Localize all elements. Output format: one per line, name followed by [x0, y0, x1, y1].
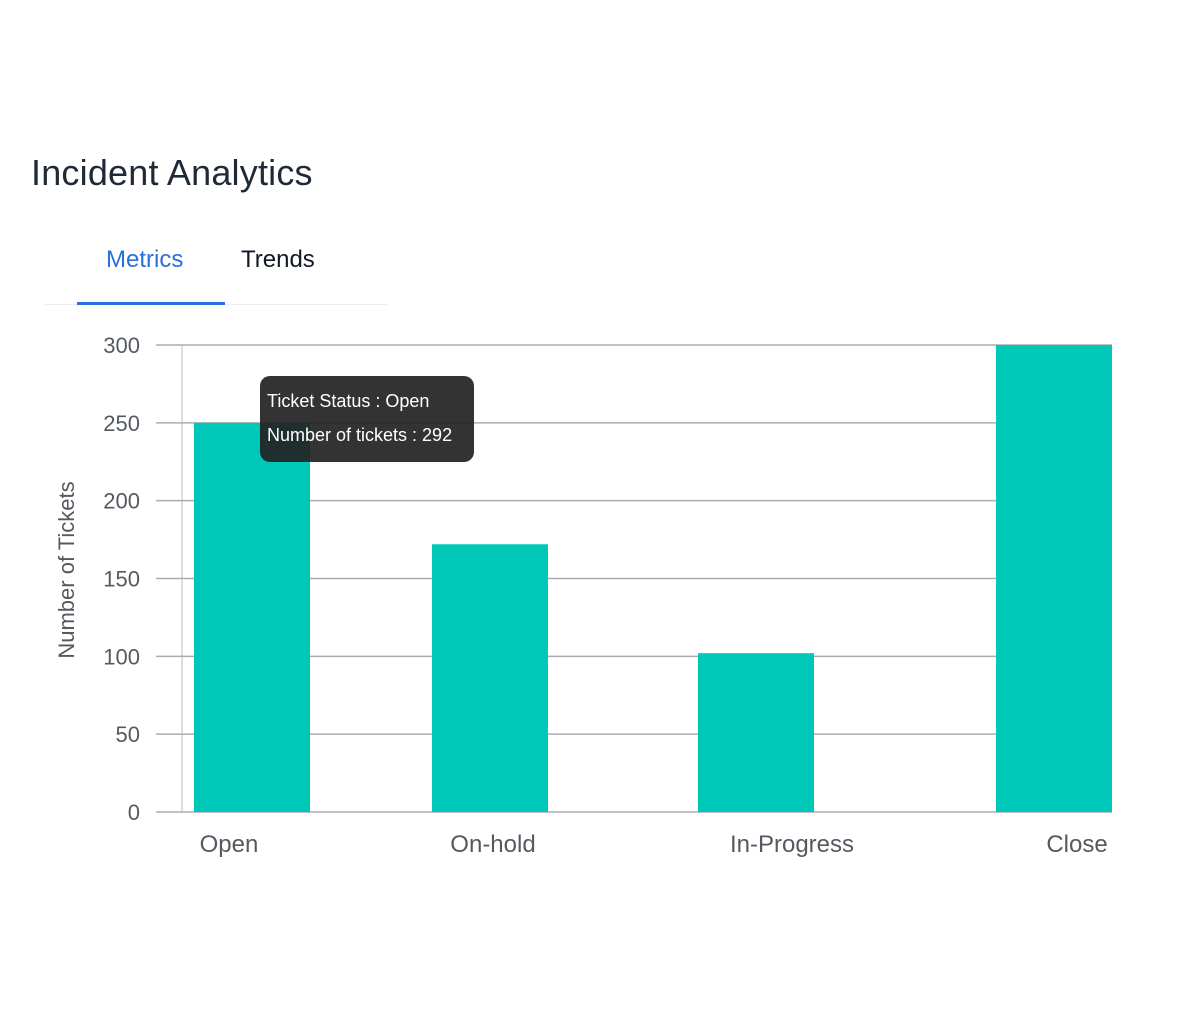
- bar-open[interactable]: [194, 423, 310, 812]
- x-category-layer: Open On-hold In-Progress Close: [200, 831, 1108, 858]
- y-tick-label: 250: [103, 411, 140, 436]
- bar-tooltip: Ticket Status : Open Number of tickets :…: [260, 376, 474, 462]
- bar-on-hold[interactable]: [432, 544, 548, 812]
- y-tick-label: 300: [103, 333, 140, 358]
- bar-chart: 0 50 100 150 200 250 300 Open On-hold In-Progres…: [0, 0, 1188, 1027]
- y-tick-label: 200: [103, 489, 140, 514]
- x-tick-label: Open: [200, 831, 259, 858]
- bar-close[interactable]: [996, 345, 1112, 812]
- y-tick-layer: 0 50 100 150 200 250 300: [103, 333, 140, 825]
- x-tick-label: In-Progress: [730, 831, 854, 858]
- tooltip-count-text: Number of tickets : 292: [267, 425, 452, 446]
- y-tick-label: 0: [128, 800, 140, 825]
- y-tick-label: 50: [116, 722, 140, 747]
- y-tick-label: 100: [103, 644, 140, 669]
- x-tick-label: Close: [1046, 831, 1107, 858]
- x-tick-label: On-hold: [450, 831, 535, 858]
- bar-in-progress[interactable]: [698, 653, 814, 812]
- y-tick-label: 150: [103, 567, 140, 592]
- y-axis-label: Number of Tickets: [54, 481, 79, 658]
- tooltip-status-text: Ticket Status : Open: [267, 391, 429, 412]
